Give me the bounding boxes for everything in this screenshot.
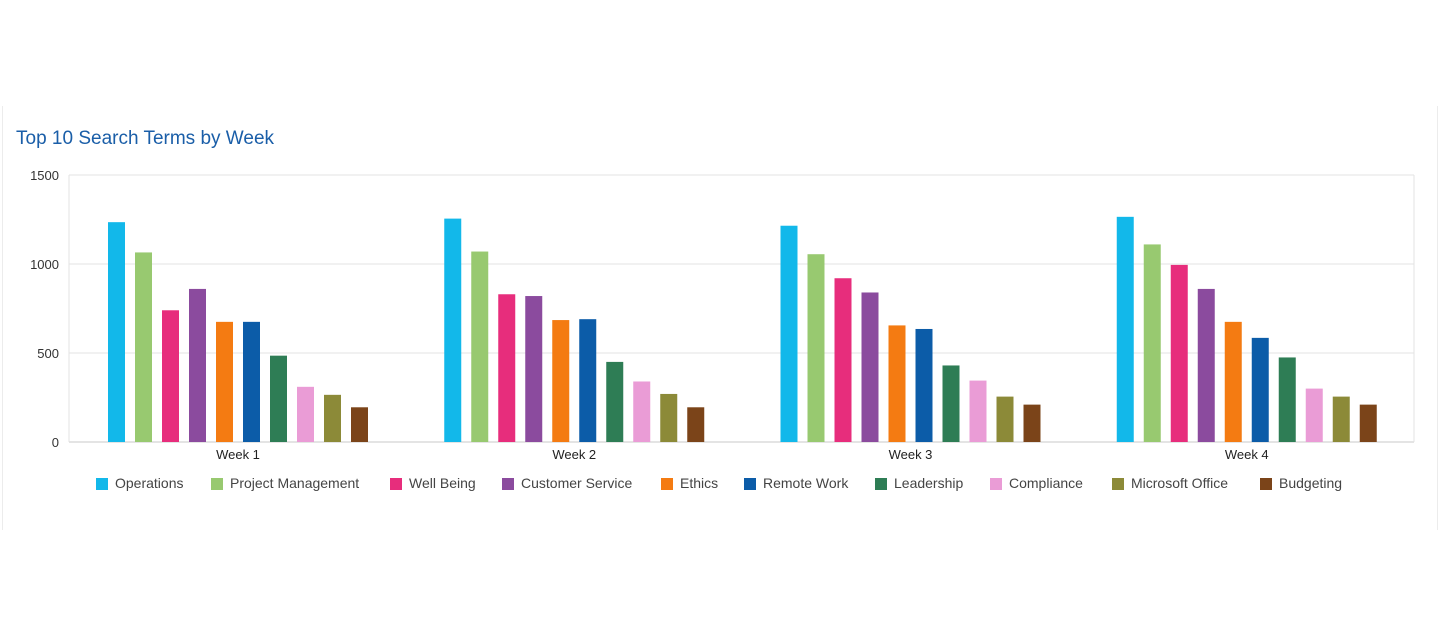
bar <box>471 251 489 442</box>
bar <box>996 396 1014 442</box>
y-tick-label: 500 <box>37 346 59 361</box>
bar <box>1143 244 1161 442</box>
legend-label: Project Management <box>230 475 359 491</box>
legend-swatch <box>502 478 514 490</box>
bar <box>915 328 933 442</box>
bar <box>108 222 125 442</box>
bar <box>1278 357 1296 442</box>
legend-label: Operations <box>115 475 183 491</box>
legend-label: Leadership <box>894 475 963 491</box>
legend-swatch <box>211 478 223 490</box>
bar <box>162 310 179 442</box>
legend-swatch <box>661 478 673 490</box>
bar <box>324 394 341 442</box>
legend-swatch <box>1112 478 1124 490</box>
legend-swatch <box>990 478 1002 490</box>
legend-label: Remote Work <box>763 475 849 491</box>
bars <box>108 216 1377 442</box>
bar <box>579 319 597 442</box>
bar <box>525 296 543 442</box>
legend-label: Compliance <box>1009 475 1083 491</box>
bar <box>1251 337 1269 442</box>
legend-swatch <box>744 478 756 490</box>
bar <box>216 321 233 442</box>
chart-title: Top 10 Search Terms by Week <box>16 128 275 149</box>
bar <box>1023 404 1041 442</box>
legend-swatch <box>875 478 887 490</box>
bar <box>444 218 462 442</box>
bar <box>270 355 287 442</box>
bar <box>633 381 651 442</box>
bar <box>1305 388 1323 442</box>
legend-label: Microsoft Office <box>1131 475 1228 491</box>
bar <box>1332 396 1350 442</box>
bar <box>1197 288 1215 442</box>
bar <box>1170 264 1188 442</box>
x-tick-label: Week 3 <box>889 447 933 462</box>
x-tick-label: Week 1 <box>216 447 260 462</box>
x-tick-label: Week 4 <box>1225 447 1269 462</box>
gridlines <box>68 174 1415 443</box>
bar <box>1116 216 1134 442</box>
bar <box>606 361 624 442</box>
bar <box>888 325 906 442</box>
legend: Operations Project Management Well Being Cu… <box>96 475 1342 491</box>
bar <box>942 365 960 442</box>
legend-label: Customer Service <box>521 475 632 491</box>
y-axis: 0 500 1000 1500 <box>30 168 59 450</box>
legend-swatch <box>390 478 402 490</box>
x-tick-label: Week 2 <box>552 447 596 462</box>
bar <box>351 407 368 442</box>
bar <box>135 252 152 442</box>
bar <box>834 278 852 442</box>
bar <box>189 288 206 442</box>
legend-swatch <box>1260 478 1272 490</box>
y-tick-label: 1500 <box>30 168 59 183</box>
bar <box>552 320 570 442</box>
bar <box>660 393 678 442</box>
bar <box>969 380 987 442</box>
bar <box>861 292 879 442</box>
bar <box>498 294 516 442</box>
legend-label: Well Being <box>409 475 476 491</box>
bar <box>1224 321 1242 442</box>
bar <box>243 321 260 442</box>
legend-swatch <box>96 478 108 490</box>
x-axis: Week 1 Week 2 Week 3 Week 4 <box>216 447 1269 462</box>
bar <box>807 254 825 442</box>
y-tick-label: 0 <box>52 435 59 450</box>
bar <box>1359 404 1377 442</box>
bar <box>780 225 798 442</box>
y-tick-label: 1000 <box>30 257 59 272</box>
bar <box>687 407 705 442</box>
legend-label: Ethics <box>680 475 718 491</box>
bar <box>297 386 314 442</box>
legend-label: Budgeting <box>1279 475 1342 491</box>
